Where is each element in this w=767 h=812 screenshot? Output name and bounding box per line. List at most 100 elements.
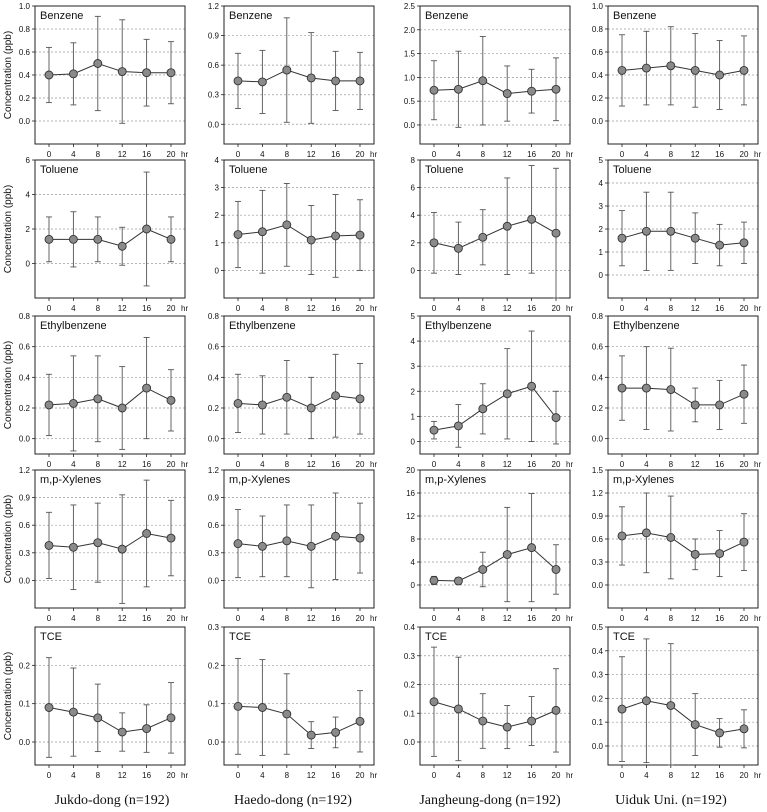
x-tick-label: 20 <box>552 771 561 780</box>
x-tick-label: 12 <box>503 614 512 623</box>
data-point <box>44 234 54 244</box>
series-line <box>48 532 172 550</box>
panel-title: Ethylbenzene <box>229 320 296 332</box>
x-tick-label: 4 <box>71 304 76 313</box>
x-tick-label: 12 <box>503 304 512 313</box>
data-point <box>331 76 341 86</box>
x-unit-label: hr <box>566 460 573 469</box>
y-tick-label: 1 <box>599 248 604 257</box>
x-tick-label: 8 <box>669 304 674 313</box>
chart-panel: 0.0 0.3 0.6 0.9 1.2 1.5 0 4 8 12 16 20 hr m,p-Xylenes <box>592 466 762 623</box>
x-tick-label: 20 <box>740 304 749 313</box>
data-point <box>331 727 341 737</box>
y-tick-label: 0.8 <box>19 312 31 321</box>
x-tick-label: 4 <box>644 614 649 623</box>
data-point <box>453 576 463 586</box>
x-tick-label: 8 <box>96 614 101 623</box>
x-tick-label: 16 <box>715 771 724 780</box>
y-tick-label: 0.0 <box>592 117 604 126</box>
y-tick-label: 0.9 <box>208 32 220 41</box>
y-tick-label: 4 <box>411 337 416 346</box>
panel-title: TCE <box>40 631 62 643</box>
data-point <box>666 701 676 710</box>
data-point <box>142 224 152 234</box>
series-line <box>433 80 557 95</box>
panel-frame <box>34 315 186 455</box>
panel-title: m,p-Xylenes <box>613 474 675 486</box>
chart-panel: 0.0 0.1 0.2 0.3 0.4 0 4 8 12 16 20 hr TCE <box>404 623 574 780</box>
y-tick-label: 0.0 <box>19 576 31 585</box>
y-tick-label: 0.4 <box>592 71 604 80</box>
y-tick-label: 0.1 <box>404 709 416 718</box>
panel-title: m,p-Xylenes <box>40 474 102 486</box>
x-tick-label: 0 <box>620 304 625 313</box>
y-tick-label: 0 <box>215 266 220 275</box>
chart-panel: 0.0 0.2 0.4 0.6 0.8 1.0 0 4 8 12 16 20 hr Benzene <box>592 2 762 159</box>
data-point <box>68 234 78 244</box>
x-tick-label: 8 <box>285 614 290 623</box>
x-tick-label: 12 <box>307 614 316 623</box>
x-unit-label: hr <box>566 304 573 313</box>
x-tick-label: 4 <box>260 771 265 780</box>
panel-title: Toluene <box>40 164 79 176</box>
x-tick-label: 20 <box>167 460 176 469</box>
x-tick-label: 20 <box>740 150 749 159</box>
y-axis-label: Concentration (ppb) <box>3 341 14 429</box>
x-tick-label: 20 <box>552 614 561 623</box>
y-tick-label: 6 <box>411 184 416 193</box>
x-tick-label: 8 <box>481 460 486 469</box>
site-labels: Jukdo-dong (n=192) Haedo-dong (n=192) Ja… <box>55 793 728 808</box>
x-tick-label: 0 <box>432 460 437 469</box>
x-tick-label: 12 <box>118 304 127 313</box>
data-point <box>690 400 700 410</box>
y-tick-label: 0.6 <box>19 343 31 352</box>
data-point <box>739 65 749 75</box>
x-tick-label: 4 <box>456 150 461 159</box>
panel-frame <box>419 315 571 455</box>
y-tick-label: 0.3 <box>208 549 220 558</box>
y-tick-label: 0.5 <box>592 623 604 632</box>
data-point <box>429 425 439 435</box>
x-tick-label: 4 <box>456 614 461 623</box>
data-point <box>44 400 54 410</box>
y-tick-label: 0.6 <box>19 48 31 57</box>
series-line <box>433 385 557 431</box>
series-line <box>433 547 557 582</box>
data-point <box>453 704 463 714</box>
data-point <box>355 716 365 726</box>
y-tick-label: 0.2 <box>208 661 220 670</box>
series-line <box>48 707 172 733</box>
data-point <box>68 707 78 717</box>
data-point <box>641 696 651 706</box>
data-point <box>257 541 267 551</box>
y-tick-label: 0.4 <box>592 373 604 382</box>
data-point <box>233 76 243 86</box>
y-tick-label: 0.9 <box>19 494 31 503</box>
panel-frame <box>34 469 186 609</box>
x-tick-label: 16 <box>331 150 340 159</box>
y-tick-label: 0.3 <box>208 91 220 100</box>
data-point <box>117 544 127 554</box>
x-tick-label: 20 <box>167 150 176 159</box>
site-label-jukdo: Jukdo-dong (n=192) <box>55 793 170 808</box>
panel-frame <box>34 159 186 299</box>
y-tick-label: 4 <box>26 191 31 200</box>
x-tick-label: 8 <box>481 771 486 780</box>
y-tick-label: 0.2 <box>592 94 604 103</box>
y-tick-label: 3 <box>599 202 604 211</box>
site-label-haedo: Haedo-dong (n=192) <box>234 793 352 808</box>
data-point <box>690 549 700 559</box>
x-tick-label: 8 <box>669 771 674 780</box>
x-tick-label: 20 <box>356 150 365 159</box>
panel-title: m,p-Xylenes <box>229 474 291 486</box>
panel-title: Ethylbenzene <box>40 320 107 332</box>
y-tick-label: 0.3 <box>208 623 220 632</box>
x-tick-label: 12 <box>307 771 316 780</box>
y-tick-label: 0.6 <box>592 343 604 352</box>
chart-panel: 0.0 0.3 0.6 0.9 1.2 0 4 8 12 16 20 hr m,p-Xylenes <box>208 466 378 623</box>
x-unit-label: hr <box>370 304 377 313</box>
data-point <box>666 533 676 542</box>
data-point <box>502 221 512 231</box>
y-tick-label: 0.1 <box>208 700 220 709</box>
x-tick-label: 12 <box>118 150 127 159</box>
